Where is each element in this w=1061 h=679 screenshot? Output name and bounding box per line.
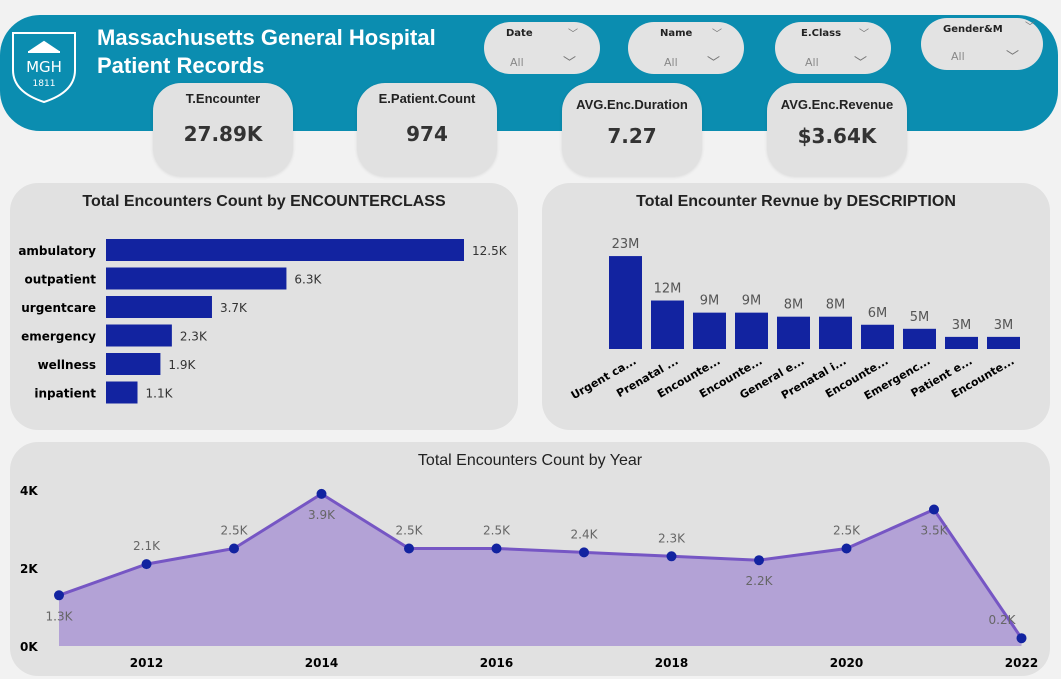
x-tick-label: 2018 — [655, 656, 688, 670]
data-point — [841, 543, 852, 554]
chevron-down-icon[interactable]: ﹀ — [1005, 50, 1019, 65]
bar — [903, 328, 936, 349]
data-label: 1.9K — [168, 358, 196, 372]
data-label: 2.5K — [396, 524, 424, 538]
x-tick-label: 2022 — [1005, 656, 1038, 670]
series-line — [58, 492, 1023, 640]
data-label: 9M — [742, 294, 762, 309]
bar — [106, 267, 287, 290]
data-label: 12.5K — [472, 244, 508, 258]
data-label: 2.3K — [658, 531, 686, 545]
category-label: ambulatory — [18, 244, 96, 258]
encounters-by-year-chart: Total Encounters Count by Year 0K 2K 4K 1.3… — [10, 442, 1050, 676]
slicer-date[interactable]: Date ﹀ All ﹀ — [484, 22, 600, 74]
chevron-down-icon[interactable]: ﹀ — [706, 56, 720, 71]
kpi-patient-count: E.Patient.Count 974 — [357, 83, 497, 176]
bar — [735, 312, 768, 349]
data-label: 1.1K — [146, 387, 174, 401]
data-label: 2.5K — [483, 524, 511, 538]
bar — [106, 353, 161, 375]
page-title: Massachusetts General Hospital Patient Re… — [97, 25, 436, 78]
chevron-down-icon[interactable]: ﹀ — [859, 29, 869, 40]
data-point — [316, 488, 327, 499]
x-tick-label: 2012 — [130, 656, 163, 670]
data-label: 3M — [952, 318, 972, 333]
bar — [861, 324, 894, 349]
data-point — [229, 543, 239, 554]
data-label: 3.5K — [921, 524, 949, 538]
data-point — [491, 543, 502, 554]
bar — [651, 300, 684, 349]
data-point — [404, 543, 414, 554]
data-label: 1.3K — [46, 609, 74, 623]
chevron-down-icon[interactable]: ﹀ — [1025, 22, 1035, 33]
bar — [945, 336, 978, 349]
x-tick-label: 2020 — [830, 656, 863, 670]
data-point — [754, 555, 764, 566]
data-label: 3.9K — [308, 508, 336, 522]
data-label: 9M — [700, 294, 720, 309]
chevron-down-icon[interactable]: ﹀ — [853, 56, 867, 71]
data-label: 2.2K — [746, 574, 774, 588]
chevron-down-icon[interactable]: ﹀ — [562, 56, 576, 71]
category-label: outpatient — [25, 273, 97, 287]
bar — [987, 336, 1020, 349]
kpi-avg-revenue: AVG.Enc.Revenue $3.64K — [767, 83, 907, 176]
x-tick-label: 2016 — [480, 656, 513, 670]
data-label: 2.4K — [571, 527, 599, 541]
category-label: wellness — [38, 358, 96, 372]
svg-text:MGH: MGH — [26, 58, 62, 76]
chevron-down-icon[interactable]: ﹀ — [568, 29, 578, 40]
bar — [106, 239, 464, 261]
kpi-total-encounter: T.Encounter 27.89K — [153, 83, 293, 176]
data-label: 6.3K — [294, 273, 322, 287]
category-label: urgentcare — [21, 301, 96, 315]
bar — [819, 316, 852, 349]
bar — [106, 296, 212, 318]
data-label: 8M — [826, 298, 846, 313]
y-tick-label: 0K — [20, 640, 38, 654]
data-point — [1016, 633, 1027, 644]
y-tick-label: 2K — [20, 562, 38, 576]
chevron-down-icon[interactable]: ﹀ — [712, 29, 722, 40]
data-label: 5M — [910, 310, 930, 325]
category-label: inpatient — [34, 387, 96, 401]
svg-text:1811: 1811 — [33, 79, 56, 89]
data-label: 3.7K — [220, 301, 248, 315]
data-label: 2.5K — [221, 524, 249, 538]
data-point — [141, 559, 152, 570]
data-label: 2.5K — [833, 524, 861, 538]
kpi-avg-duration: AVG.Enc.Duration 7.27 — [562, 83, 702, 176]
data-label: 8M — [784, 298, 804, 313]
slicer-gender[interactable]: Gender&M ﹀ All ﹀ — [921, 18, 1043, 70]
data-label: 6M — [868, 306, 888, 321]
y-tick-label: 4K — [20, 484, 38, 498]
area-fill — [59, 493, 1022, 646]
slicer-eclass[interactable]: E.Class ﹀ All ﹀ — [775, 22, 891, 74]
bar — [693, 312, 726, 349]
encounter-class-chart: Total Encounters Count by ENCOUNTERCLASS… — [10, 183, 518, 430]
bar — [106, 381, 138, 404]
data-label: 12M — [654, 282, 682, 297]
data-label: 2.1K — [133, 539, 161, 553]
data-point — [54, 590, 64, 601]
data-label: 3M — [994, 318, 1014, 333]
data-label: 2.3K — [180, 330, 208, 344]
bar — [106, 324, 172, 347]
data-label: 23M — [612, 237, 640, 252]
data-point — [579, 547, 589, 558]
mgh-logo: MGH 1811 — [12, 32, 76, 104]
data-label: 0.2K — [989, 613, 1017, 627]
data-point — [666, 551, 677, 562]
category-label: emergency — [21, 330, 96, 344]
revenue-description-chart: Total Encounter Revnue by DESCRIPTION 23… — [542, 183, 1050, 430]
slicer-name[interactable]: Name ﹀ All ﹀ — [628, 22, 744, 74]
bar — [777, 316, 810, 349]
data-point — [929, 504, 939, 515]
bar — [609, 256, 642, 349]
x-tick-label: 2014 — [305, 656, 338, 670]
